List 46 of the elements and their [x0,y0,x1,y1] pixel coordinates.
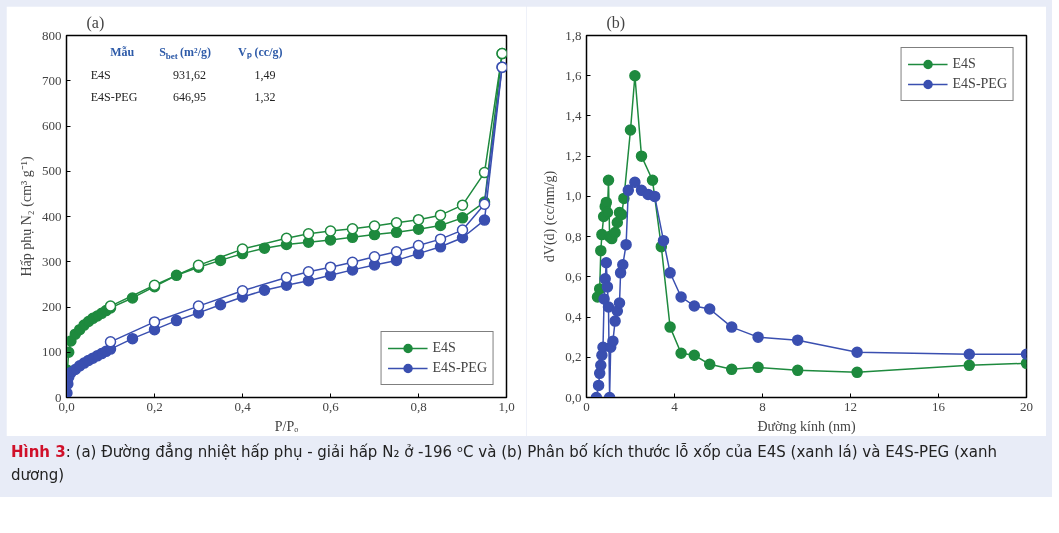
annotation: 1,32 [254,90,276,105]
text: Hình 3: (a) Đường đẳng nhiệt hấp phụ - giải hấp N₂ ở -196 ᵒC và (b) Phân bố kích thước lỗ xốp của E4S (xanh lá) và E4S-PEG (xanh dương) [11,441,998,486]
x-tick-label: 12 [844,398,857,414]
y-tick-label: 800 [42,27,62,43]
y-tick-label: 200 [42,299,62,314]
x-tick-label: 0,2 [146,398,163,414]
y-tick-label: 1,0 [565,188,582,204]
chart-title: (a) [86,13,105,32]
legend-label: E4S [432,340,456,356]
annotation: 1,49 [254,67,276,82]
x-tick-label: 16 [932,398,946,414]
y-axis-title: Hấp phụ N₂ (cm³ g⁻¹) [19,156,35,277]
y-tick-label: 100 [42,344,62,360]
y-tick-label: 1,2 [565,148,582,164]
y-tick-label: 1,6 [565,67,582,83]
y-tick-label: 300 [42,253,62,269]
x-axis-title: P/Pₒ [274,418,299,434]
y-tick-label: 500 [42,163,62,179]
x-tick-label: 0,6 [322,398,340,414]
annotation: E4S [90,67,111,82]
y-tick-label: 1,4 [565,107,582,123]
x-tick-label: 0,4 [234,398,252,414]
annotation: Vₚ (cc/g) [237,45,283,61]
x-axis-title: Đường kính (nm) [757,418,856,435]
legend-label: E4S [952,56,976,72]
y-tick-label: 400 [42,208,62,224]
legend-label: E4S-PEG [432,360,487,376]
y-tick-label: 0,6 [565,268,582,284]
legend-label: E4S-PEG [952,76,1007,92]
annotation: Mẫu [110,45,135,60]
x-tick-label: 0,8 [410,398,427,414]
x-tick-label: 20 [1020,398,1033,414]
x-tick-label: 8 [759,398,766,414]
annotation: 646,95 [172,90,206,105]
y-axis-title: dV(d) (cc/nm/g) [542,170,559,263]
x-tick-label: 1,0 [498,398,515,414]
y-tick-label: 600 [42,118,62,133]
x-tick-label: 4 [671,398,679,414]
y-tick-label: 0,4 [565,309,582,325]
annotation: E4S-PEG [90,90,138,105]
chart-title: (b) [606,13,626,32]
y-tick-label: 0,2 [565,349,582,365]
y-tick-label: 1,8 [565,27,582,43]
y-tick-label: 700 [42,72,62,88]
annotation: 931,62 [172,67,206,82]
y-tick-label: 0,8 [565,228,582,244]
